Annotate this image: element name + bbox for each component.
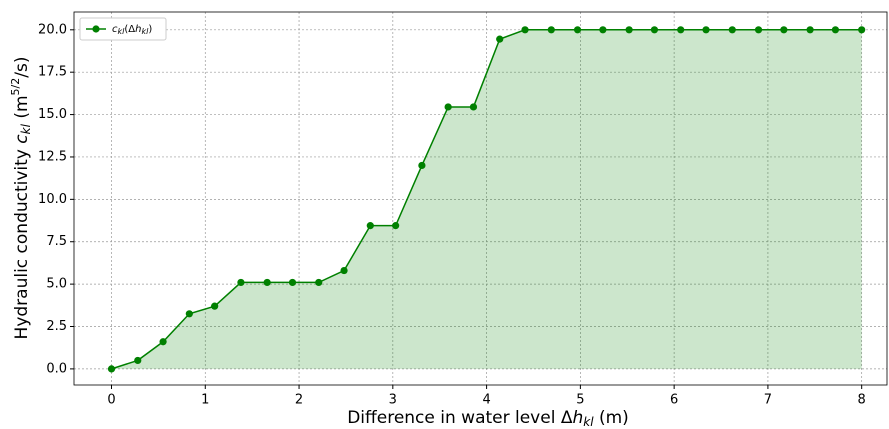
marker	[392, 222, 400, 230]
marker	[211, 302, 219, 310]
marker	[340, 266, 348, 275]
label-part: h	[135, 24, 141, 35]
marker	[107, 365, 116, 373]
marker	[599, 26, 607, 34]
marker	[625, 26, 633, 34]
marker	[159, 338, 167, 346]
marker	[650, 26, 659, 34]
x-tick-label: 4	[482, 393, 490, 408]
marker	[288, 278, 297, 287]
label-part: kl	[118, 27, 126, 36]
legend-box	[79, 17, 167, 41]
x-tick-label: 0	[107, 393, 115, 408]
y-tick-label: 12.5	[38, 149, 67, 164]
x-tick-label: 3	[389, 393, 397, 408]
label-part: 5/2	[9, 78, 22, 96]
marker	[418, 161, 426, 170]
label-part: (m)	[594, 408, 629, 428]
y-tick-label: 10.0	[38, 192, 67, 207]
legend-marker	[92, 25, 100, 33]
marker	[831, 26, 840, 34]
label-part: kl	[19, 123, 33, 134]
label-part: Difference in water level Δ	[347, 408, 573, 428]
marker	[366, 222, 374, 230]
y-tick-label: 7.5	[46, 234, 67, 249]
marker	[547, 26, 555, 34]
y-tick-label: 20.0	[38, 22, 67, 37]
marker	[185, 310, 193, 318]
y-tick-label: 2.5	[46, 319, 67, 334]
marker	[263, 278, 271, 287]
legend-label: ckl(Δhkl)	[112, 24, 152, 36]
marker	[496, 35, 504, 43]
label-part: kl	[583, 415, 594, 429]
x-tick-label: 6	[670, 393, 678, 408]
marker	[444, 103, 452, 111]
label-part: Hydraulic conductivity	[12, 144, 32, 340]
y-tick-label: 5.0	[46, 277, 67, 292]
label-part: /s)	[12, 57, 32, 78]
line	[111, 29, 862, 370]
x-tick-label: 8	[858, 393, 866, 408]
marker	[702, 26, 710, 34]
area	[111, 29, 862, 369]
marker	[677, 26, 685, 34]
x-tick-label: 2	[295, 393, 303, 408]
marker	[573, 26, 582, 34]
label-part: (Δ	[124, 24, 135, 35]
label-part: c	[112, 24, 118, 35]
x-axis-label: Difference in water level Δhkl (m)	[347, 408, 629, 429]
x-tick-label: 5	[576, 393, 584, 408]
y-tick-label: 17.5	[38, 65, 67, 80]
x-tick-label: 1	[201, 393, 209, 408]
marker	[728, 26, 736, 34]
plot-frame	[73, 11, 888, 386]
marker	[469, 103, 478, 111]
marker	[315, 278, 323, 287]
y-tick-label: 15.0	[38, 107, 67, 122]
label-part: (m	[12, 95, 32, 124]
marker	[134, 356, 142, 365]
y-axis-label: Hydraulic conductivity ckl (m5/2/s)	[9, 57, 33, 340]
label-part: h	[572, 408, 583, 428]
y-tick-label: 0.0	[46, 361, 67, 376]
label-part: kl	[141, 27, 149, 36]
marker	[806, 26, 814, 34]
label-part: c	[12, 134, 32, 144]
label-part: )	[148, 24, 152, 35]
marker	[521, 26, 529, 34]
marker	[780, 26, 788, 34]
marker	[858, 26, 866, 34]
marker	[754, 26, 763, 34]
x-tick-label: 7	[764, 393, 772, 408]
marker	[237, 278, 245, 287]
